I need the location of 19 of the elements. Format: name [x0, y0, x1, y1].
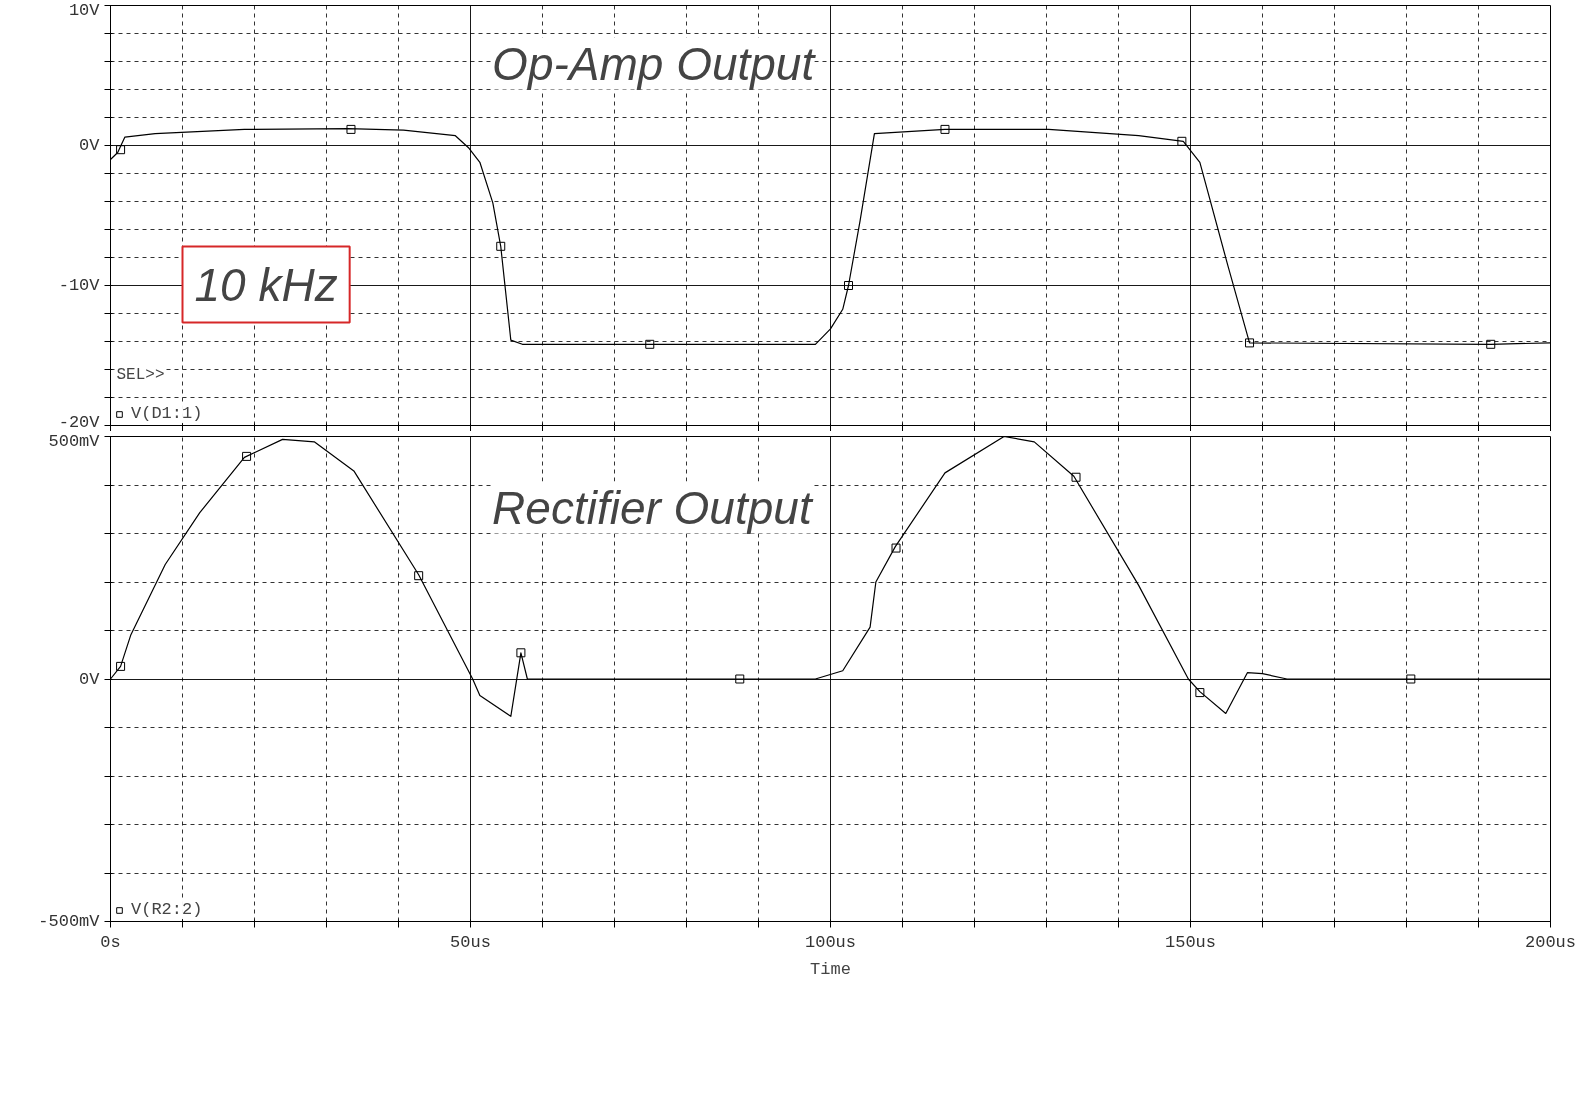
y-tick-label: -500mV [38, 912, 101, 931]
x-axis-title: Time [810, 959, 851, 979]
y-tick-label: -20V [58, 412, 101, 432]
x-tick-label: 100us [805, 932, 857, 952]
annotation: Rectifier Output [492, 481, 814, 534]
x-tick-label: 50us [450, 932, 491, 952]
annotation: Op-Amp Output [492, 37, 817, 90]
y-tick-label: -10V [58, 276, 101, 295]
legend-label: V(R2:2) [131, 900, 203, 919]
x-tick-label: 0s [100, 932, 121, 952]
legend-label: V(D1:1) [131, 404, 203, 423]
x-tick-label: 200us [1525, 932, 1577, 952]
y-tick-label: 0V [79, 136, 101, 155]
x-tick-label: 150us [1165, 932, 1217, 952]
y-tick-label: 500mV [48, 431, 101, 451]
annotation: 10 kHz [194, 258, 338, 311]
y-tick-label: 0V [79, 669, 101, 689]
annotation: SEL>> [116, 365, 165, 384]
y-tick-label: 10V [68, 0, 101, 20]
